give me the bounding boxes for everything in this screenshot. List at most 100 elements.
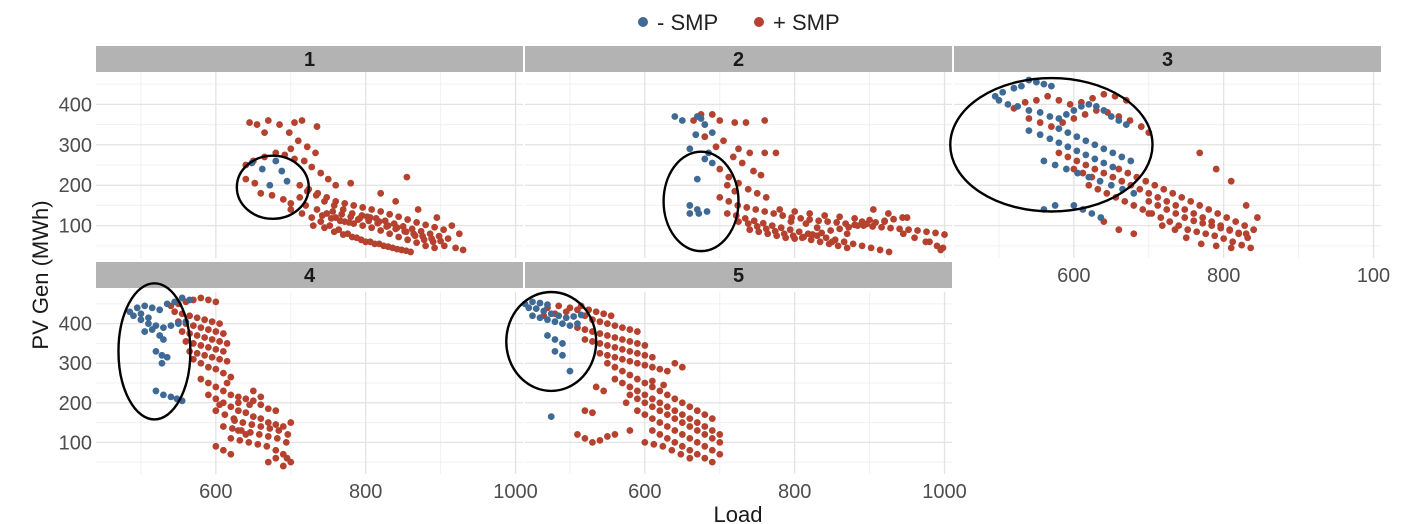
pos-smp-point — [272, 454, 280, 462]
pos-smp-point — [291, 119, 298, 126]
pos-smp-point — [336, 217, 344, 225]
neg-smp-point — [551, 347, 559, 355]
pos-smp-point — [656, 419, 664, 426]
pos-smp-point — [272, 407, 280, 415]
pos-smp-point — [589, 338, 596, 345]
pos-smp-point — [1033, 96, 1040, 104]
neg-smp-point — [1118, 153, 1126, 161]
pos-smp-point — [294, 137, 302, 145]
pos-smp-point — [1036, 119, 1044, 126]
pos-smp-point — [555, 302, 563, 310]
pos-smp-point — [272, 421, 280, 428]
pos-smp-point — [581, 336, 589, 343]
pos-smp-point — [1232, 218, 1240, 226]
pos-smp-point — [279, 462, 287, 470]
pos-smp-point — [743, 204, 751, 211]
neg-smp-point — [1046, 113, 1054, 120]
pos-smp-point — [257, 393, 265, 401]
neg-smp-point — [678, 117, 686, 124]
pos-smp-point — [1190, 210, 1198, 217]
pos-smp-point — [761, 149, 769, 157]
neg-smp-point — [160, 324, 167, 332]
pos-smp-point — [279, 423, 287, 430]
pos-smp-point — [257, 401, 265, 409]
pos-smp-point — [708, 446, 716, 454]
pos-smp-point — [824, 218, 832, 226]
pos-smp-point — [773, 232, 781, 240]
pos-smp-point — [212, 407, 220, 415]
y-tick-label: 100 — [59, 216, 92, 238]
pos-smp-point — [1145, 210, 1153, 217]
neg-smp-point — [160, 391, 167, 399]
x-tick-label: 800 — [349, 481, 382, 503]
panel-5-strip — [525, 262, 952, 288]
pos-smp-point — [219, 446, 227, 454]
pos-smp-point — [686, 423, 694, 430]
pos-smp-point — [234, 407, 242, 415]
pos-smp-point — [1100, 169, 1108, 177]
pos-smp-point — [596, 349, 604, 357]
pos-smp-point — [815, 217, 823, 225]
pos-smp-point — [264, 458, 272, 466]
pos-smp-point — [777, 224, 785, 232]
panel-3-points — [991, 76, 1261, 252]
pos-smp-point — [249, 413, 257, 421]
pos-smp-point — [761, 117, 769, 124]
pos-smp-point — [809, 231, 817, 238]
neg-smp-point — [577, 311, 585, 319]
neg-smp-point — [1085, 100, 1093, 108]
panel-2: 2 — [525, 46, 952, 258]
pos-smp-point — [858, 242, 866, 250]
pos-smp-point — [671, 395, 679, 403]
pos-smp-point — [410, 230, 418, 238]
y-tick-label: 400 — [59, 314, 92, 336]
neg-smp-point — [995, 96, 1003, 104]
neg-smp-point — [671, 113, 679, 120]
pos-smp-point — [392, 197, 400, 205]
pos-smp-point — [1217, 224, 1225, 232]
neg-smp-point — [529, 312, 536, 320]
pos-smp-point — [189, 355, 197, 363]
panel-4-strip — [96, 262, 523, 288]
pos-smp-point — [833, 219, 841, 226]
pos-smp-point — [264, 117, 272, 124]
y-tick-label: 100 — [59, 432, 92, 454]
pos-smp-point — [678, 431, 686, 438]
pos-smp-point — [757, 171, 765, 179]
pos-smp-point — [648, 415, 656, 423]
pos-smp-point — [1181, 206, 1189, 213]
pos-smp-point — [1187, 197, 1195, 205]
pos-smp-point — [287, 458, 295, 466]
pos-smp-point — [827, 227, 835, 234]
neg-smp-point — [701, 121, 709, 128]
pos-smp-point — [242, 409, 250, 417]
pos-smp-point — [854, 222, 862, 230]
pos-smp-point — [648, 427, 656, 434]
pos-smp-point — [660, 381, 667, 389]
pos-smp-point — [753, 223, 761, 230]
pos-smp-point — [618, 379, 626, 387]
pos-smp-point — [887, 224, 894, 232]
pos-smp-point — [851, 214, 859, 222]
neg-smp-point — [1055, 139, 1063, 147]
pos-smp-point — [1220, 235, 1228, 242]
pos-smp-point — [723, 181, 731, 189]
pos-smp-point — [381, 217, 389, 225]
x-tick-label: 100 — [1357, 265, 1390, 287]
pos-smp-point — [348, 233, 356, 241]
y-tick-label: 200 — [59, 175, 92, 197]
pos-smp-point — [402, 247, 410, 255]
neg-smp-point — [1025, 127, 1033, 135]
pos-smp-point — [318, 212, 326, 219]
pos-smp-point — [708, 458, 716, 466]
pos-smp-point — [455, 230, 463, 238]
pos-smp-point — [321, 224, 328, 232]
x-axis-title: Load — [714, 502, 763, 524]
neg-smp-point — [1073, 147, 1081, 155]
pos-smp-point — [872, 219, 879, 226]
pos-smp-point — [1197, 240, 1205, 248]
pos-smp-point — [236, 436, 244, 444]
pos-smp-point — [678, 419, 686, 426]
pos-smp-point — [678, 442, 686, 450]
pos-smp-point — [186, 312, 194, 320]
